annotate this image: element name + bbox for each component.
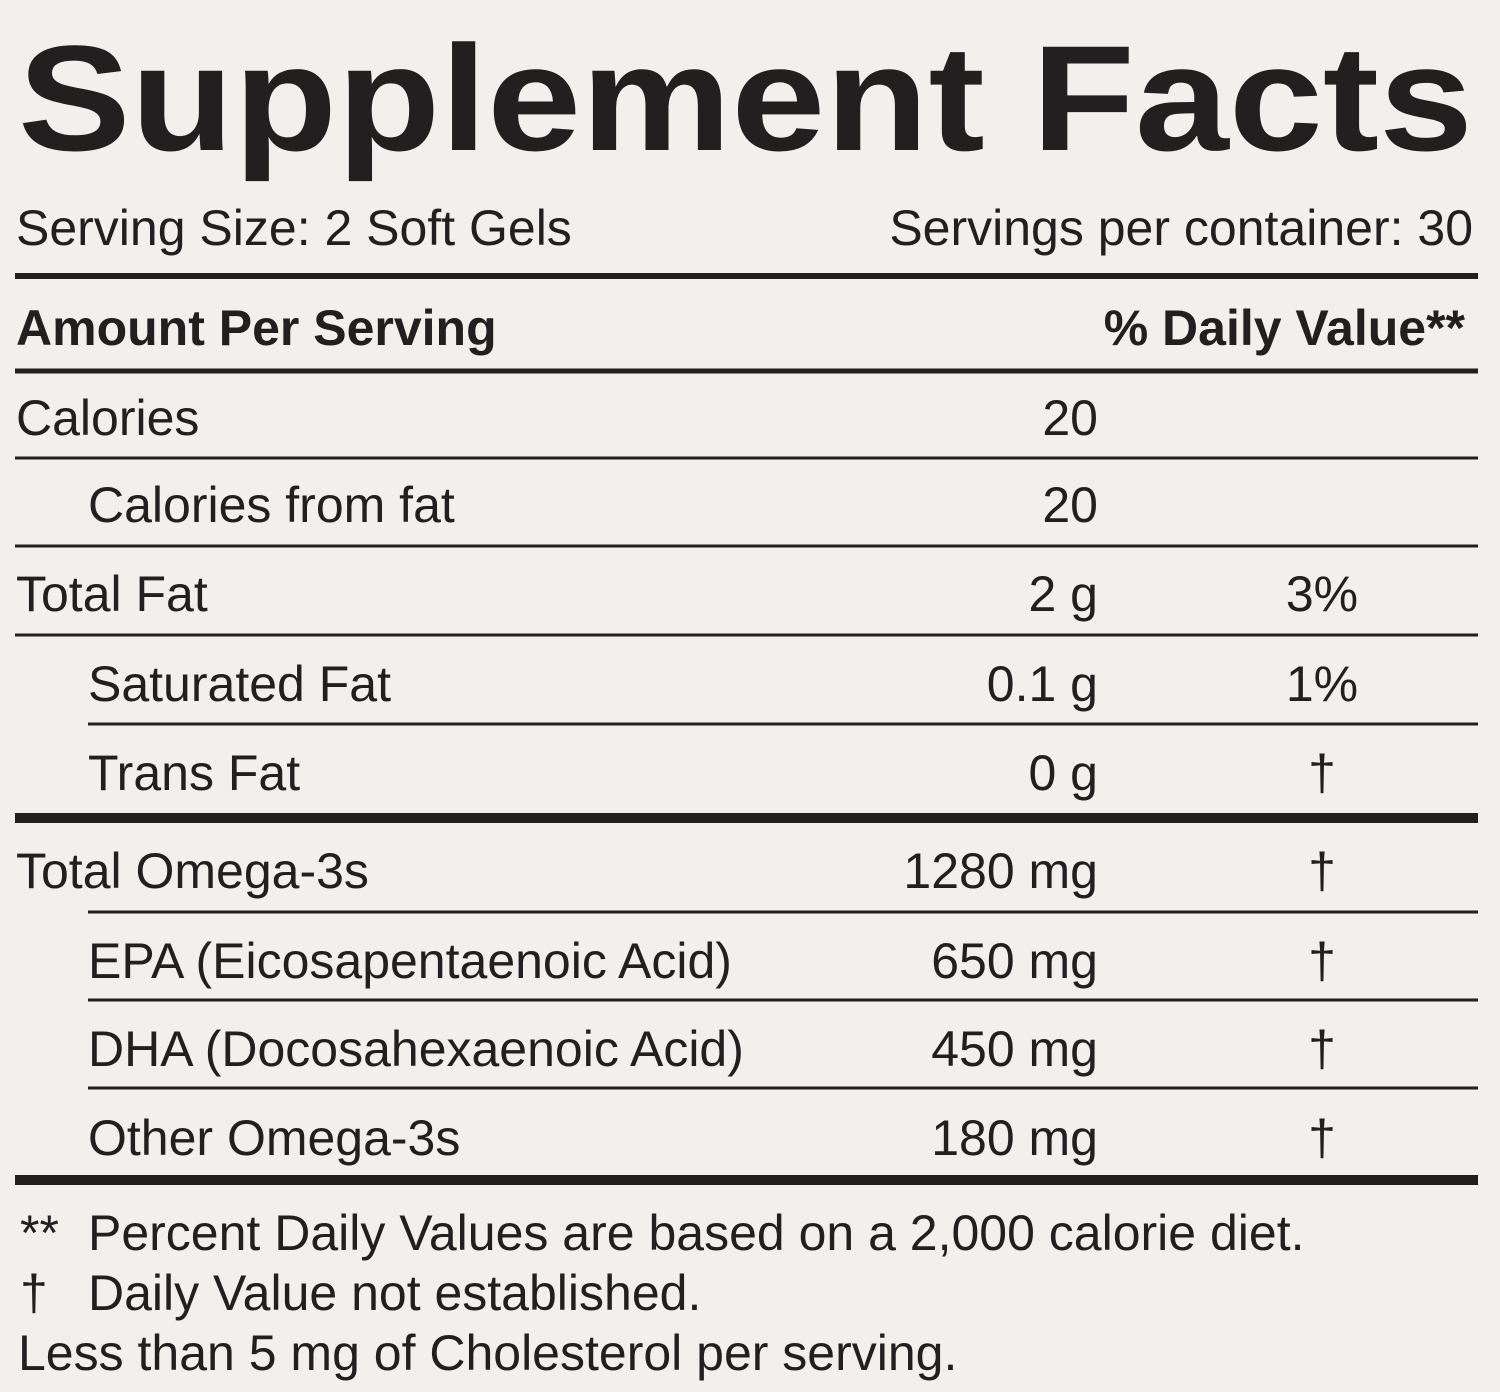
nutrient-amount: 1280 mg xyxy=(903,843,1098,899)
footnote-text: Less than 5 mg of Cholesterol per servin… xyxy=(18,1325,957,1381)
nutrient-amount: 0 g xyxy=(1028,745,1098,801)
nutrient-name: EPA (Eicosapentaenoic Acid) xyxy=(88,933,732,989)
daily-value: † xyxy=(1308,933,1336,989)
nutrient-name: DHA (Docosahexaenoic Acid) xyxy=(88,1021,744,1077)
nutrient-name: Calories from fat xyxy=(88,477,455,533)
footnote-text: Daily Value not established. xyxy=(88,1265,701,1321)
nutrient-amount: 650 mg xyxy=(931,933,1098,989)
nutrient-name: Total Fat xyxy=(16,566,208,622)
nutrient-amount: 20 xyxy=(1042,477,1098,533)
daily-value: † xyxy=(1308,1110,1336,1166)
nutrient-amount: 20 xyxy=(1042,390,1098,446)
footnote-text: Percent Daily Values are based on a 2,00… xyxy=(88,1205,1304,1261)
nutrient-name: Total Omega-3s xyxy=(16,843,369,899)
amount-header: Amount Per Serving xyxy=(16,300,497,356)
nutrient-amount: 2 g xyxy=(1028,566,1098,622)
daily-value-header: % Daily Value** xyxy=(1104,300,1466,356)
nutrient-name: Calories xyxy=(16,390,199,446)
nutrient-name: Other Omega-3s xyxy=(88,1110,460,1166)
daily-value: 1% xyxy=(1286,656,1358,712)
nutrient-amount: 180 mg xyxy=(931,1110,1098,1166)
nutrient-name: Trans Fat xyxy=(88,745,300,801)
daily-value: † xyxy=(1308,745,1336,801)
title: Supplement Facts xyxy=(18,14,1473,182)
footnote-mark: ** xyxy=(20,1205,59,1261)
servings-per-container: Servings per container: 30 xyxy=(889,200,1473,256)
daily-value: 3% xyxy=(1286,566,1358,622)
footnote-mark: † xyxy=(20,1265,48,1321)
nutrient-amount: 0.1 g xyxy=(987,656,1098,712)
serving-size: Serving Size: 2 Soft Gels xyxy=(16,200,572,256)
daily-value: † xyxy=(1308,843,1336,899)
daily-value: † xyxy=(1308,1021,1336,1077)
nutrient-amount: 450 mg xyxy=(931,1021,1098,1077)
nutrient-name: Saturated Fat xyxy=(88,656,391,712)
